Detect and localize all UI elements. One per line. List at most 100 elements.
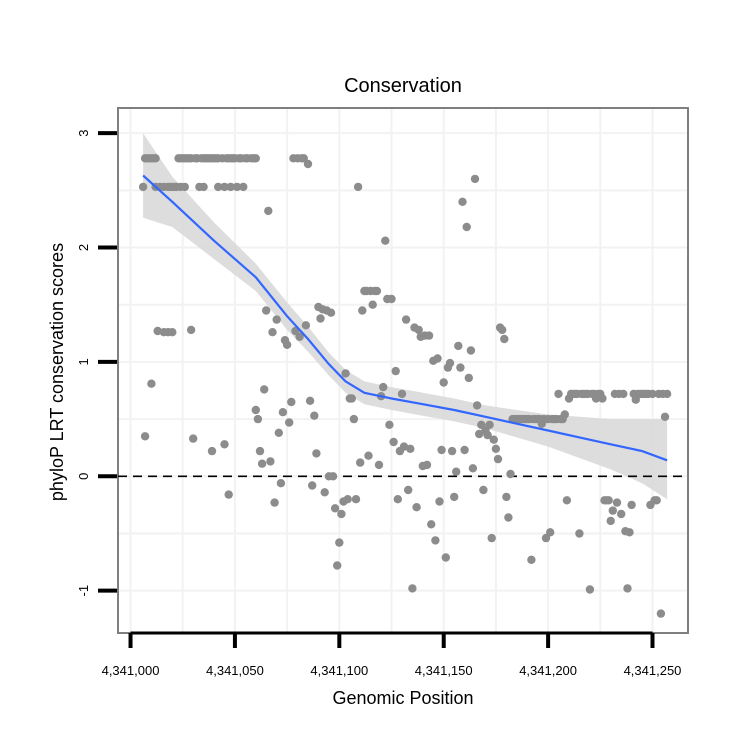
data-point <box>399 442 409 451</box>
data-point <box>301 321 311 330</box>
data-points <box>138 154 672 618</box>
y-tick-label: 2 <box>76 244 91 251</box>
data-point <box>372 286 382 296</box>
data-point <box>660 412 670 421</box>
data-point <box>470 174 480 184</box>
data-point <box>606 516 615 526</box>
data-point <box>506 469 515 479</box>
data-point <box>257 459 267 468</box>
data-point <box>214 182 223 192</box>
data-point <box>414 325 423 335</box>
data-point <box>347 394 356 403</box>
data-point <box>458 197 467 206</box>
data-point <box>295 332 304 341</box>
data-point <box>433 354 442 363</box>
data-point <box>303 159 313 169</box>
data-point <box>278 408 288 417</box>
data-point <box>364 451 373 460</box>
data-point <box>387 294 396 304</box>
data-point <box>439 378 448 387</box>
x-tick-label: 4,341,100 <box>310 663 368 678</box>
data-point <box>437 445 446 455</box>
data-point <box>479 485 488 495</box>
data-point <box>404 485 413 495</box>
data-point <box>349 414 359 424</box>
x-tick-label: 4,341,000 <box>102 663 160 678</box>
data-point <box>310 411 319 420</box>
data-point <box>585 585 595 594</box>
data-point <box>255 446 265 456</box>
data-point <box>385 420 394 429</box>
data-point <box>466 346 476 355</box>
data-point <box>617 509 626 519</box>
data-point <box>485 420 494 429</box>
data-point <box>441 553 450 562</box>
data-point <box>168 328 177 337</box>
data-point <box>424 331 434 340</box>
data-point <box>401 315 411 324</box>
data-point <box>358 306 367 315</box>
data-point <box>220 182 229 192</box>
data-point <box>468 464 478 473</box>
data-point <box>337 509 346 519</box>
data-point <box>627 500 636 510</box>
chart-title: Conservation <box>344 75 462 97</box>
data-point <box>140 432 150 441</box>
data-point <box>389 437 398 447</box>
data-point <box>456 363 465 372</box>
data-point <box>608 506 617 515</box>
data-point <box>491 444 501 453</box>
data-point <box>393 495 402 504</box>
data-point <box>316 314 325 323</box>
data-point <box>260 385 269 394</box>
data-point <box>422 460 432 470</box>
data-point <box>450 492 459 502</box>
data-point <box>282 340 292 349</box>
data-point <box>487 533 496 543</box>
data-point <box>328 472 338 481</box>
data-point <box>199 182 208 192</box>
data-point <box>504 513 513 522</box>
data-point <box>262 306 271 315</box>
data-point <box>343 495 352 504</box>
data-point <box>462 222 471 232</box>
data-point <box>454 341 463 351</box>
smooth-trend-line <box>142 174 668 462</box>
data-point <box>408 584 417 593</box>
data-point <box>452 467 461 476</box>
data-point <box>575 529 584 538</box>
data-point <box>460 445 469 455</box>
data-point <box>493 454 503 464</box>
x-tick-label: 4,341,250 <box>624 663 682 678</box>
data-point <box>604 496 613 505</box>
data-point <box>662 389 672 399</box>
y-tick-label: 0 <box>76 473 91 480</box>
x-tick-label: 4,341,150 <box>415 663 473 678</box>
data-point <box>276 479 286 488</box>
data-point <box>207 446 217 456</box>
y-tick-label: 3 <box>76 130 91 137</box>
data-point <box>351 495 361 504</box>
data-point <box>598 394 607 403</box>
data-point <box>285 418 294 427</box>
data-point <box>447 446 457 456</box>
data-point <box>320 488 329 497</box>
data-point <box>500 334 509 344</box>
data-point <box>353 182 363 192</box>
data-point <box>625 528 634 537</box>
data-point <box>272 315 281 324</box>
data-point <box>656 609 666 618</box>
data-point <box>341 369 350 378</box>
data-point <box>374 460 384 470</box>
data-point <box>189 434 198 443</box>
data-point <box>308 481 317 490</box>
data-point <box>264 206 273 216</box>
data-point <box>138 182 148 192</box>
data-point <box>226 182 235 192</box>
data-point <box>527 555 536 564</box>
y-tick-label: -1 <box>76 585 91 597</box>
data-point <box>251 405 260 415</box>
data-point <box>554 389 563 399</box>
data-point <box>224 490 233 499</box>
